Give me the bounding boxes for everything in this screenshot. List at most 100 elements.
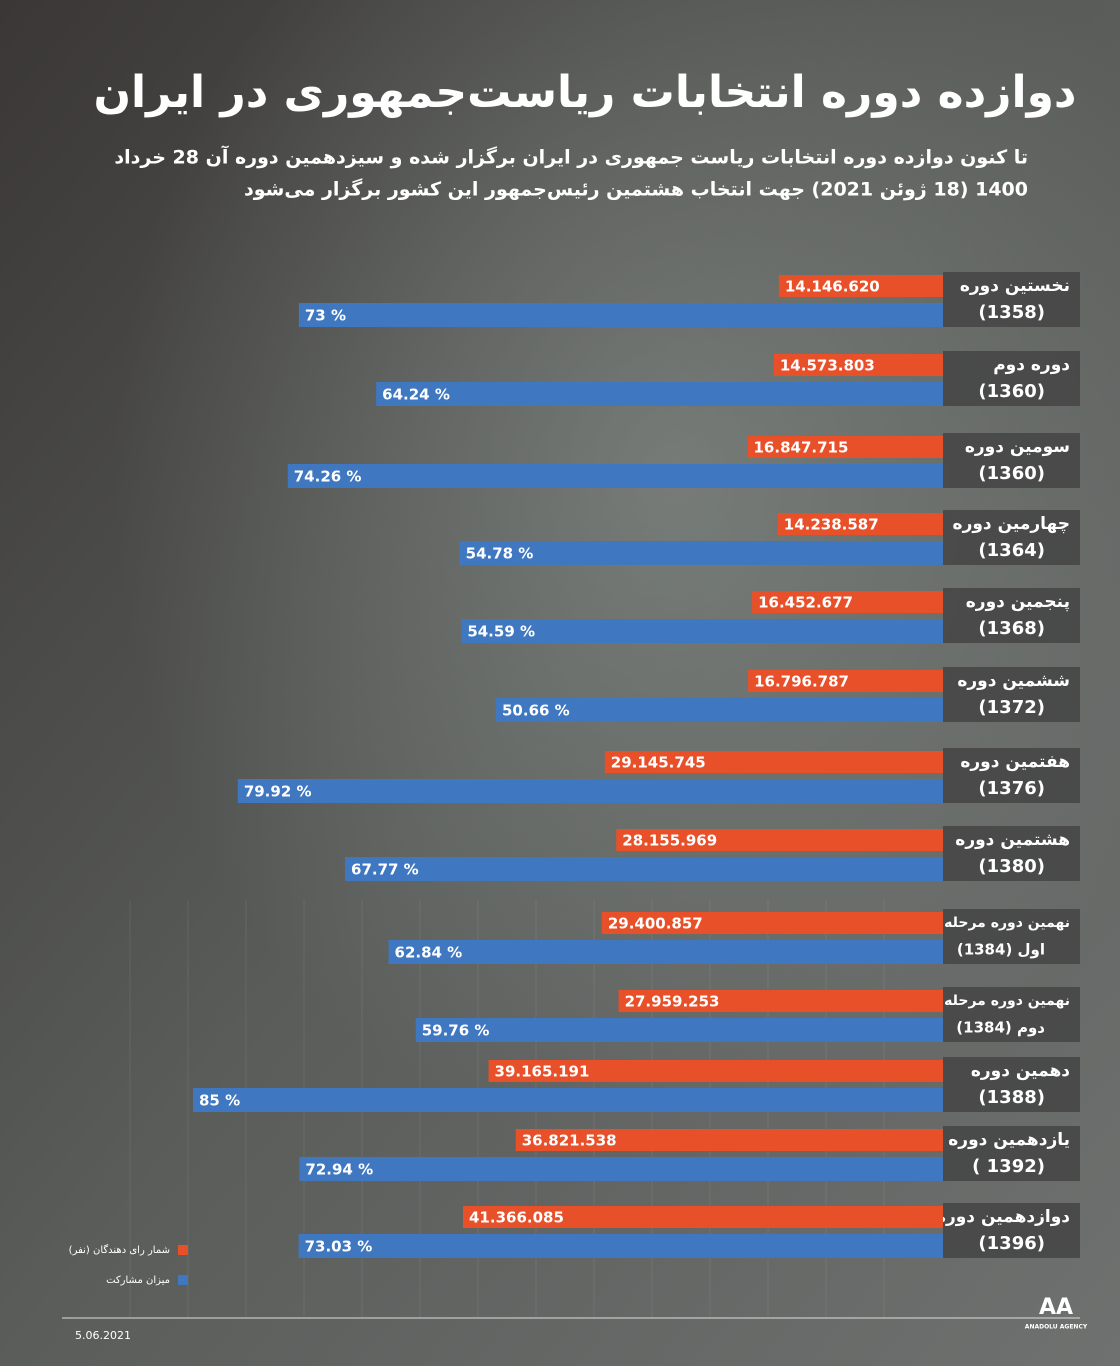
category-label: سومین دوره bbox=[965, 437, 1070, 457]
bar bbox=[463, 1206, 943, 1228]
value-label: 16.796.787 bbox=[754, 673, 849, 691]
label-box bbox=[943, 433, 1080, 488]
value-label: 16.452.677 bbox=[758, 594, 853, 612]
legend-label: شمار رای دهندگان (نفر) bbox=[69, 1244, 170, 1256]
bar bbox=[747, 436, 943, 458]
category-label: نخستین دوره bbox=[960, 276, 1070, 296]
label-box bbox=[943, 351, 1080, 406]
category-year: (1360) bbox=[978, 381, 1045, 402]
value-label: 74.26 % bbox=[294, 468, 362, 486]
value-label: 39.165.191 bbox=[495, 1063, 590, 1081]
label-box bbox=[943, 748, 1080, 803]
value-label: 14.238.587 bbox=[784, 516, 879, 534]
date: 5.06.2021 bbox=[75, 1329, 131, 1342]
category-year: دوم (1384) bbox=[956, 1019, 1045, 1037]
category-year: (1358) bbox=[978, 302, 1045, 323]
bar bbox=[616, 829, 943, 851]
category-year: (1388) bbox=[978, 1087, 1045, 1108]
value-label: 16.847.715 bbox=[754, 439, 849, 457]
value-label: 73 % bbox=[305, 307, 346, 325]
bar bbox=[345, 857, 943, 881]
category-label: یازدهمین دوره bbox=[948, 1130, 1070, 1150]
value-label: 72.94 % bbox=[305, 1161, 373, 1179]
subtitle: تا کنون دوازده دوره انتخابات ریاست جمهور… bbox=[114, 145, 1028, 169]
value-label: 62.84 % bbox=[395, 944, 463, 962]
category-label: چهارمین دوره bbox=[953, 514, 1070, 534]
bar bbox=[515, 1129, 943, 1151]
bar bbox=[388, 940, 943, 964]
category-year: (1392 ) bbox=[972, 1156, 1045, 1177]
bar bbox=[618, 990, 943, 1012]
label-box bbox=[943, 272, 1080, 327]
bar bbox=[461, 619, 943, 643]
value-label: 29.400.857 bbox=[608, 915, 703, 933]
bar bbox=[778, 275, 943, 297]
value-label: 73.03 % bbox=[305, 1238, 373, 1256]
value-label: 54.78 % bbox=[466, 545, 534, 563]
label-box bbox=[943, 588, 1080, 643]
bar bbox=[299, 1157, 944, 1181]
value-label: 28.155.969 bbox=[622, 832, 717, 850]
bar bbox=[237, 779, 943, 803]
label-box bbox=[943, 987, 1080, 1042]
label-box bbox=[943, 1203, 1080, 1258]
category-year: (1396) bbox=[978, 1233, 1045, 1254]
value-label: 50.66 % bbox=[502, 702, 570, 720]
category-year: (1360) bbox=[978, 463, 1045, 484]
bar bbox=[748, 670, 943, 692]
logo: AA bbox=[1039, 1295, 1073, 1320]
value-label: 59.76 % bbox=[422, 1022, 490, 1040]
legend-label: میزان مشارکت bbox=[106, 1275, 170, 1286]
label-box bbox=[943, 1126, 1080, 1181]
label-box bbox=[943, 909, 1080, 964]
bar bbox=[298, 1234, 943, 1258]
label-box bbox=[943, 1057, 1080, 1112]
category-year: (1368) bbox=[978, 618, 1045, 639]
bar bbox=[415, 1018, 943, 1042]
category-label: ششمین دوره bbox=[957, 671, 1070, 691]
label-box bbox=[943, 667, 1080, 722]
category-year: (1376) bbox=[978, 778, 1045, 799]
category-label: دهمین دوره bbox=[971, 1061, 1070, 1081]
label-box bbox=[943, 510, 1080, 565]
bar bbox=[496, 698, 943, 722]
bar bbox=[773, 354, 943, 376]
category-label: هشتمین دوره bbox=[955, 830, 1070, 850]
category-label: دوره دوم bbox=[993, 355, 1070, 375]
value-label: 79.92 % bbox=[244, 783, 312, 801]
bar bbox=[287, 464, 943, 488]
bar bbox=[752, 591, 943, 613]
label-box bbox=[943, 826, 1080, 881]
category-year: (1364) bbox=[978, 540, 1045, 561]
category-label: دوازدهمین دوره bbox=[936, 1207, 1070, 1227]
value-label: 27.959.253 bbox=[625, 993, 720, 1011]
value-label: 36.821.538 bbox=[522, 1132, 617, 1150]
bar bbox=[459, 541, 943, 565]
subtitle: 1400 (18 ژوئن 2021) جهت انتخاب هشتمین رئ… bbox=[244, 178, 1028, 201]
value-label: 64.24 % bbox=[382, 386, 450, 404]
bar bbox=[193, 1088, 943, 1112]
bar bbox=[488, 1060, 943, 1082]
category-label: هفتمین دوره bbox=[960, 752, 1070, 772]
category-label: پنجمین دوره bbox=[966, 592, 1070, 612]
bar bbox=[601, 912, 943, 934]
category-year: (1372) bbox=[978, 697, 1045, 718]
bar bbox=[777, 513, 943, 535]
category-label: نهمین دوره مرحله bbox=[944, 993, 1070, 1009]
bar bbox=[376, 382, 943, 406]
value-label: 85 % bbox=[199, 1092, 240, 1110]
value-label: 41.366.085 bbox=[469, 1209, 564, 1227]
value-label: 14.146.620 bbox=[785, 278, 880, 296]
value-label: 14.573.803 bbox=[780, 357, 875, 375]
legend-swatch bbox=[178, 1245, 188, 1255]
category-label: نهمین دوره مرحله bbox=[944, 915, 1070, 931]
value-label: 29.145.745 bbox=[611, 754, 706, 772]
bar bbox=[604, 751, 943, 773]
source: ANADOLU AGENCY bbox=[1025, 1324, 1088, 1331]
chart-title: دوازده دوره انتخابات ریاست‌جمهوری در ایر… bbox=[93, 67, 1076, 118]
bar bbox=[298, 303, 944, 327]
category-year: اول (1384) bbox=[957, 941, 1045, 959]
value-label: 67.77 % bbox=[351, 861, 419, 879]
legend-swatch bbox=[178, 1275, 188, 1285]
